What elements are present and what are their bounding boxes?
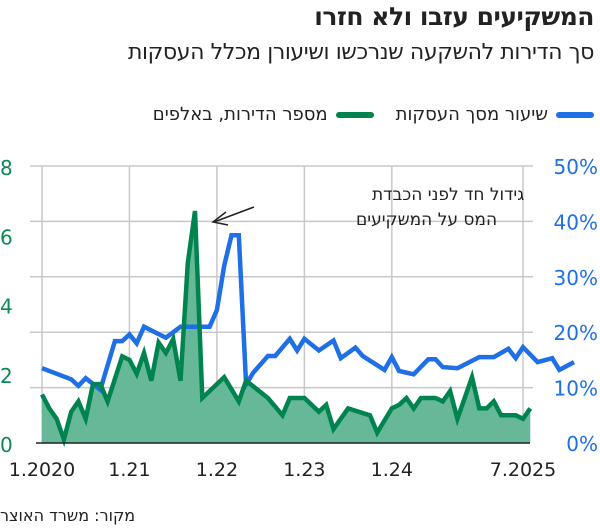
- left-axis-tick-label: 0: [0, 433, 13, 457]
- x-axis-tick-label: 1.23: [283, 459, 325, 481]
- annotation-arrow: [213, 206, 255, 223]
- x-axis-ticks: 1.2020 1.21 1.22 1.23 1.24 7.2025: [9, 459, 556, 481]
- apartments-line: [40, 210, 533, 448]
- annotation-line-2: המס על המשקיעים: [356, 210, 497, 230]
- legend-item-count: מספר הדירות, באלפים: [153, 104, 374, 125]
- legend-label-count: מספר הדירות, באלפים: [152, 104, 328, 125]
- right-axis-ticks: 0% 10% 20% 30% 40% 50%: [554, 155, 598, 456]
- legend-swatch-green: [335, 111, 374, 118]
- x-axis-tick-label: 1.21: [108, 459, 150, 481]
- annotation: גידול חד לפני הכבדת המס על המשקיעים: [211, 185, 524, 230]
- legend: שיעור מסך העסקות מספר הדירות, באלפים: [131, 104, 594, 125]
- right-axis-tick-label: 30%: [554, 266, 598, 290]
- annotation-line-1: גידול חד לפני הכבדת: [372, 185, 524, 205]
- right-axis-tick-label: 50%: [554, 155, 598, 179]
- right-axis-tick-label: 10%: [554, 377, 598, 401]
- right-axis-tick-label: 0%: [566, 432, 598, 456]
- legend-swatch-blue: [556, 111, 594, 118]
- arrow-head-icon: [211, 211, 229, 226]
- left-axis-tick-label: 4: [0, 295, 13, 319]
- left-axis-tick-label: 6: [0, 225, 13, 249]
- x-axis-tick-label: 1.22: [196, 459, 238, 481]
- legend-item-rate: שיעור מסך העסקות: [396, 104, 594, 125]
- right-axis-tick-label: 20%: [554, 321, 598, 345]
- right-axis-tick-label: 40%: [554, 210, 598, 234]
- x-axis-tick-label: 1.24: [371, 459, 413, 481]
- x-axis-tick-label: 7.2025: [490, 459, 556, 481]
- apartments-area: [42, 211, 531, 443]
- source-note: מקור: משרד האוצר: [0, 506, 136, 525]
- chart-title: המשקיעים עזבו ולא חזרו: [314, 2, 594, 31]
- left-axis-tick-label: 2: [0, 364, 13, 388]
- left-axis-tick-label: 8: [0, 156, 13, 180]
- legend-label-rate: שיעור מסך העסקות: [395, 104, 548, 125]
- x-axis-tick-label: 1.2020: [9, 459, 75, 481]
- chart-subtitle: סך הדירות להשקעה שנרכשו ושיעורן מכלל העס…: [127, 40, 594, 65]
- tax-rate-line: [41, 233, 576, 394]
- left-axis-ticks: 0 2 4 6 8: [0, 156, 13, 457]
